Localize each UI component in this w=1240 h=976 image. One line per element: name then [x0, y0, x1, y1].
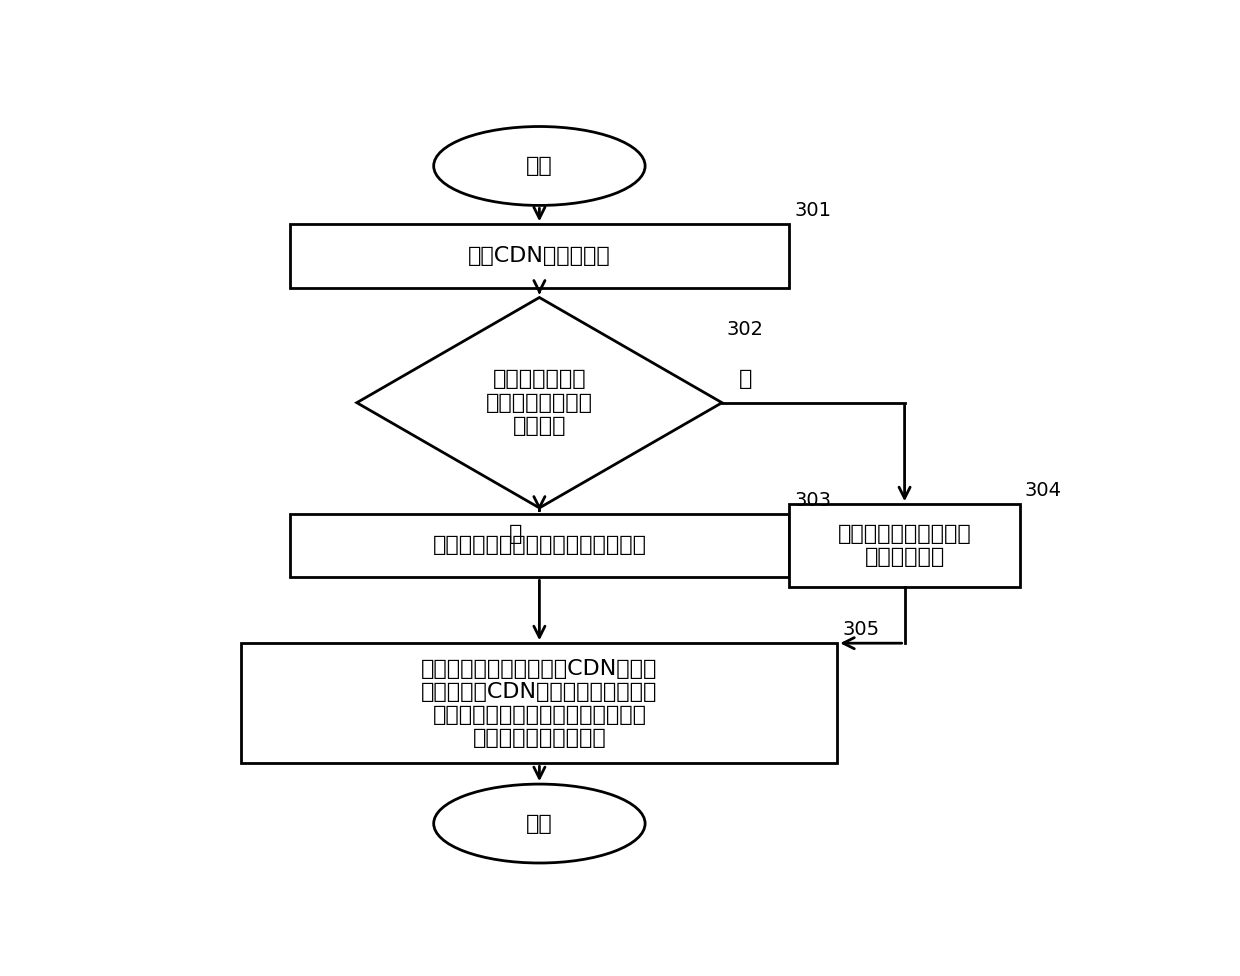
Text: 是: 是 [508, 524, 522, 545]
Bar [290, 513, 789, 578]
Bar [242, 643, 837, 763]
Text: 301: 301 [794, 201, 831, 221]
Bar [789, 505, 1019, 587]
Text: 304: 304 [1024, 481, 1061, 501]
Ellipse shape [434, 127, 645, 205]
Polygon shape [357, 298, 722, 508]
Text: 获取CDN实时总带宽: 获取CDN实时总带宽 [467, 246, 611, 266]
Ellipse shape [434, 784, 645, 863]
Text: 302: 302 [727, 320, 764, 339]
Text: 确定预设网络的
实际带宽是否大于
服务带宽: 确定预设网络的 实际带宽是否大于 服务带宽 [486, 370, 593, 436]
Text: 开始: 开始 [526, 156, 553, 176]
Text: 将预设分配值作为新的
带宽分配比值: 将预设分配值作为新的 带宽分配比值 [838, 524, 971, 567]
Text: 结束: 结束 [526, 814, 553, 834]
Bar [290, 224, 789, 288]
Text: 按照预设公式计算得到带宽分配比值: 按照预设公式计算得到带宽分配比值 [433, 536, 646, 555]
Text: 305: 305 [842, 621, 879, 639]
Text: 否: 否 [739, 369, 753, 389]
Text: 303: 303 [794, 491, 831, 509]
Text: 下发新的带宽分配比值至CDN的边缘
节点，以供CDN的边缘节点根据新的
带宽分配比值分配对应比例的带宽至
预设网络以及备用网络: 下发新的带宽分配比值至CDN的边缘 节点，以供CDN的边缘节点根据新的 带宽分配… [422, 659, 657, 749]
